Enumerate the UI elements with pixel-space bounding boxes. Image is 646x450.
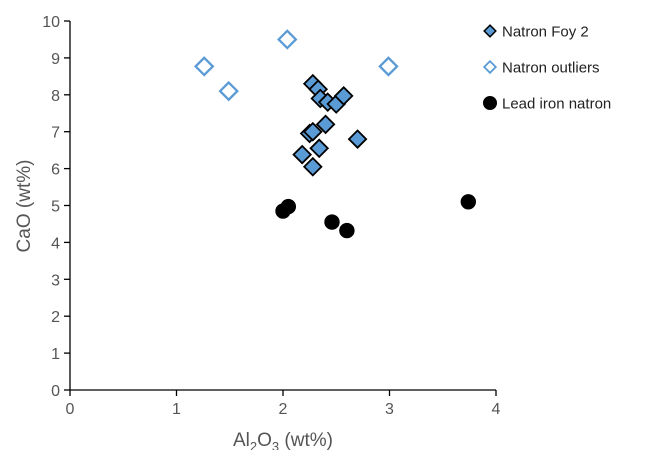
y-tick-label: 7	[51, 125, 60, 142]
y-tick-label: 0	[51, 383, 60, 400]
data-point	[277, 29, 298, 50]
data-point	[309, 138, 330, 159]
y-tick-label: 5	[51, 199, 60, 216]
x-axis-title: Al2O3 (wt%)	[233, 430, 333, 450]
x-axis-title-tail: (wt%)	[279, 430, 333, 450]
data-points	[193, 29, 477, 239]
x-axis-title-mid: O	[257, 430, 272, 450]
data-point	[302, 156, 323, 177]
series-1	[292, 73, 368, 177]
x-tick-label: 2	[279, 401, 288, 418]
legend-item: Natron Foy 2	[483, 24, 589, 41]
y-tick-label: 2	[51, 309, 60, 326]
y-tick-label: 3	[51, 272, 60, 289]
x-axis-title-main: Al	[233, 430, 250, 450]
data-point	[339, 222, 355, 239]
legend-label: Natron outliers	[502, 60, 600, 77]
axes	[64, 20, 497, 396]
tick-labels: 0 1 2 3 4 5 6 7 8 9 10 0 1 2 3 4	[42, 14, 500, 418]
legend: Natron Foy 2 Natron outliers Lead iron nat…	[482, 24, 611, 113]
data-point	[292, 144, 313, 165]
x-tick-label: 0	[66, 401, 75, 418]
y-tick-label: 9	[51, 51, 60, 68]
x-axis-title-sub2: 3	[272, 439, 279, 450]
legend-label: Natron Foy 2	[502, 24, 589, 41]
data-point	[347, 129, 368, 149]
data-point	[324, 214, 340, 230]
y-tick-label: 1	[51, 346, 60, 363]
y-tick-label: 10	[42, 14, 60, 31]
legend-marker	[482, 59, 498, 75]
y-tick-label: 8	[51, 88, 60, 105]
x-tick-label: 1	[172, 401, 181, 418]
legend-item: Natron outliers	[482, 59, 600, 77]
series-3	[275, 194, 477, 239]
x-axis-title-sub1: 2	[250, 439, 257, 450]
legend-marker	[483, 96, 497, 110]
legend-marker	[483, 24, 497, 38]
data-point	[460, 194, 477, 210]
series-2	[193, 29, 399, 102]
data-point	[280, 198, 297, 215]
legend-label: Lead iron natron	[502, 96, 611, 113]
data-point	[378, 56, 399, 77]
data-point	[218, 80, 239, 102]
x-tick-label: 3	[385, 401, 394, 418]
data-point	[302, 121, 323, 142]
data-point	[193, 56, 215, 77]
x-tick-label: 4	[492, 401, 501, 418]
y-tick-label: 4	[51, 235, 60, 252]
data-point	[315, 114, 336, 135]
data-point	[333, 86, 354, 106]
y-tick-label: 6	[51, 162, 60, 179]
legend-item: Lead iron natron	[483, 96, 611, 113]
y-axis-title: CaO (wt%)	[14, 160, 35, 253]
